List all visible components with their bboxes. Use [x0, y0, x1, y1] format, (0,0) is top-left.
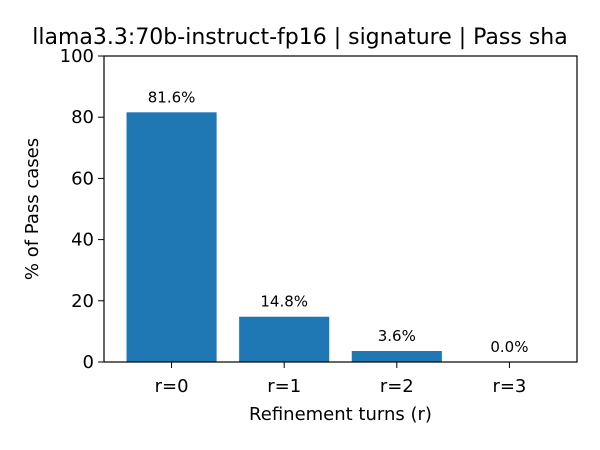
y-tick-label-100: 100: [60, 46, 94, 67]
y-tick-label-0: 0: [83, 352, 94, 373]
x-tick-label-r=2: r=2: [380, 376, 414, 397]
data-labels-layer: 81.6% 14.8% 3.6% 0.0%: [148, 88, 529, 356]
bar-r=1: [239, 316, 330, 362]
bar-r=2: [351, 350, 442, 362]
y-axis: 0 20 40 60 80 100: [60, 46, 104, 373]
x-axis-label: Refinement turns (r): [249, 404, 432, 425]
y-tick-label-60: 60: [71, 168, 94, 189]
data-label-r=0: 81.6%: [148, 88, 196, 106]
x-tick-label-r=3: r=3: [492, 376, 526, 397]
x-tick-label-r=0: r=0: [155, 376, 189, 397]
data-label-r=1: 14.8%: [260, 293, 308, 311]
chart-title: llama3.3:70b-instruct-fp16 | signature |…: [32, 25, 567, 50]
y-tick-label-20: 20: [71, 291, 94, 312]
y-tick-label-80: 80: [71, 107, 94, 128]
data-label-r=2: 3.6%: [378, 327, 416, 345]
x-tick-label-r=1: r=1: [267, 376, 301, 397]
bar-r=0: [126, 112, 217, 362]
x-axis: r=0 r=1 r=2 r=3: [155, 362, 526, 397]
plot-frame: [103, 55, 578, 363]
data-label-r=3: 0.0%: [490, 338, 528, 356]
y-axis-label: % of Pass cases: [22, 138, 43, 280]
y-tick-label-40: 40: [71, 230, 94, 251]
bars-layer: [126, 112, 442, 362]
